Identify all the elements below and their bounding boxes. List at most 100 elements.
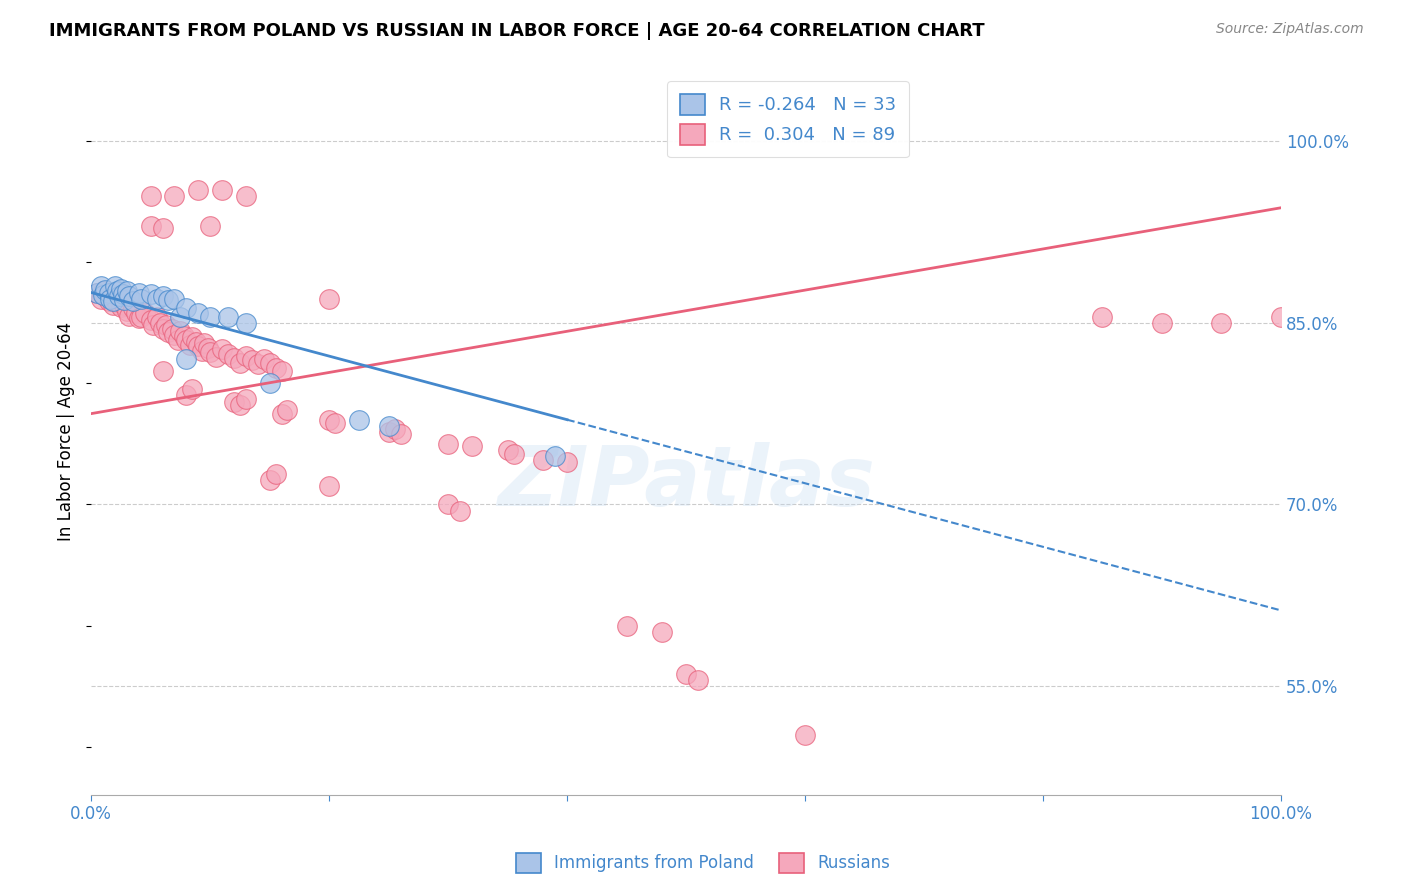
Point xyxy=(235,349,257,363)
Point xyxy=(184,335,207,350)
Point xyxy=(98,293,121,308)
Point xyxy=(205,350,228,364)
Point xyxy=(152,221,174,235)
Point xyxy=(211,343,233,357)
Point xyxy=(235,188,257,202)
Point xyxy=(187,183,209,197)
Point xyxy=(270,364,292,378)
Point xyxy=(240,353,263,368)
Point xyxy=(149,316,172,330)
Point xyxy=(1091,310,1114,324)
Point xyxy=(276,403,298,417)
Legend: Immigrants from Poland, Russians: Immigrants from Poland, Russians xyxy=(509,847,897,880)
Point xyxy=(121,293,143,308)
Point xyxy=(555,455,578,469)
Y-axis label: In Labor Force | Age 20-64: In Labor Force | Age 20-64 xyxy=(58,322,75,541)
Point xyxy=(323,417,346,431)
Point xyxy=(86,285,108,300)
Point xyxy=(173,329,195,343)
Point xyxy=(157,293,180,307)
Point xyxy=(176,301,198,316)
Point xyxy=(217,310,239,324)
Point xyxy=(112,286,135,301)
Point xyxy=(318,292,340,306)
Point xyxy=(502,447,524,461)
Point xyxy=(347,412,370,426)
Point xyxy=(389,427,412,442)
Point xyxy=(160,322,183,336)
Legend: R = -0.264   N = 33, R =  0.304   N = 89: R = -0.264 N = 33, R = 0.304 N = 89 xyxy=(666,81,910,157)
Point xyxy=(318,412,340,426)
Point xyxy=(167,333,190,347)
Point xyxy=(98,285,121,300)
Point xyxy=(259,473,281,487)
Point xyxy=(651,624,673,639)
Point xyxy=(211,183,233,197)
Point xyxy=(110,282,132,296)
Point xyxy=(110,300,132,314)
Point xyxy=(246,357,269,371)
Point xyxy=(112,293,135,307)
Point xyxy=(449,503,471,517)
Point xyxy=(437,437,460,451)
Point xyxy=(794,727,817,741)
Point xyxy=(114,298,136,312)
Point xyxy=(104,292,127,306)
Point xyxy=(675,667,697,681)
Point xyxy=(152,289,174,303)
Point xyxy=(259,356,281,370)
Point xyxy=(270,407,292,421)
Point xyxy=(86,285,108,300)
Point xyxy=(187,339,209,353)
Point xyxy=(129,292,152,306)
Point xyxy=(544,449,567,463)
Point xyxy=(235,392,257,406)
Point xyxy=(90,279,112,293)
Point xyxy=(152,364,174,378)
Point xyxy=(179,337,201,351)
Point xyxy=(377,425,399,439)
Point xyxy=(198,219,221,233)
Point xyxy=(496,442,519,457)
Point xyxy=(91,288,114,302)
Point xyxy=(101,298,124,312)
Point xyxy=(318,479,340,493)
Point xyxy=(142,318,165,333)
Point xyxy=(222,394,245,409)
Point xyxy=(1150,316,1173,330)
Point xyxy=(229,356,252,370)
Point xyxy=(259,376,281,391)
Point xyxy=(145,292,167,306)
Point xyxy=(134,306,156,320)
Point xyxy=(384,422,406,436)
Point xyxy=(105,295,128,310)
Text: ZIPatlas: ZIPatlas xyxy=(498,442,875,523)
Point xyxy=(94,283,117,297)
Point xyxy=(163,188,186,202)
Point xyxy=(115,285,138,299)
Point xyxy=(222,351,245,365)
Point xyxy=(139,286,162,301)
Point xyxy=(121,301,143,316)
Point xyxy=(139,219,162,233)
Point xyxy=(1270,310,1292,324)
Point xyxy=(90,292,112,306)
Point xyxy=(616,618,638,632)
Point xyxy=(461,439,484,453)
Point xyxy=(145,310,167,324)
Point xyxy=(181,383,204,397)
Point xyxy=(229,398,252,412)
Point xyxy=(191,343,214,358)
Point xyxy=(98,292,121,306)
Point xyxy=(176,333,198,347)
Point xyxy=(118,309,141,323)
Point xyxy=(105,285,128,299)
Point xyxy=(107,289,129,303)
Point xyxy=(114,293,136,307)
Point xyxy=(129,310,152,324)
Text: Source: ZipAtlas.com: Source: ZipAtlas.com xyxy=(1216,22,1364,37)
Point xyxy=(531,452,554,467)
Point xyxy=(128,310,150,325)
Point xyxy=(91,285,114,299)
Point xyxy=(264,467,287,482)
